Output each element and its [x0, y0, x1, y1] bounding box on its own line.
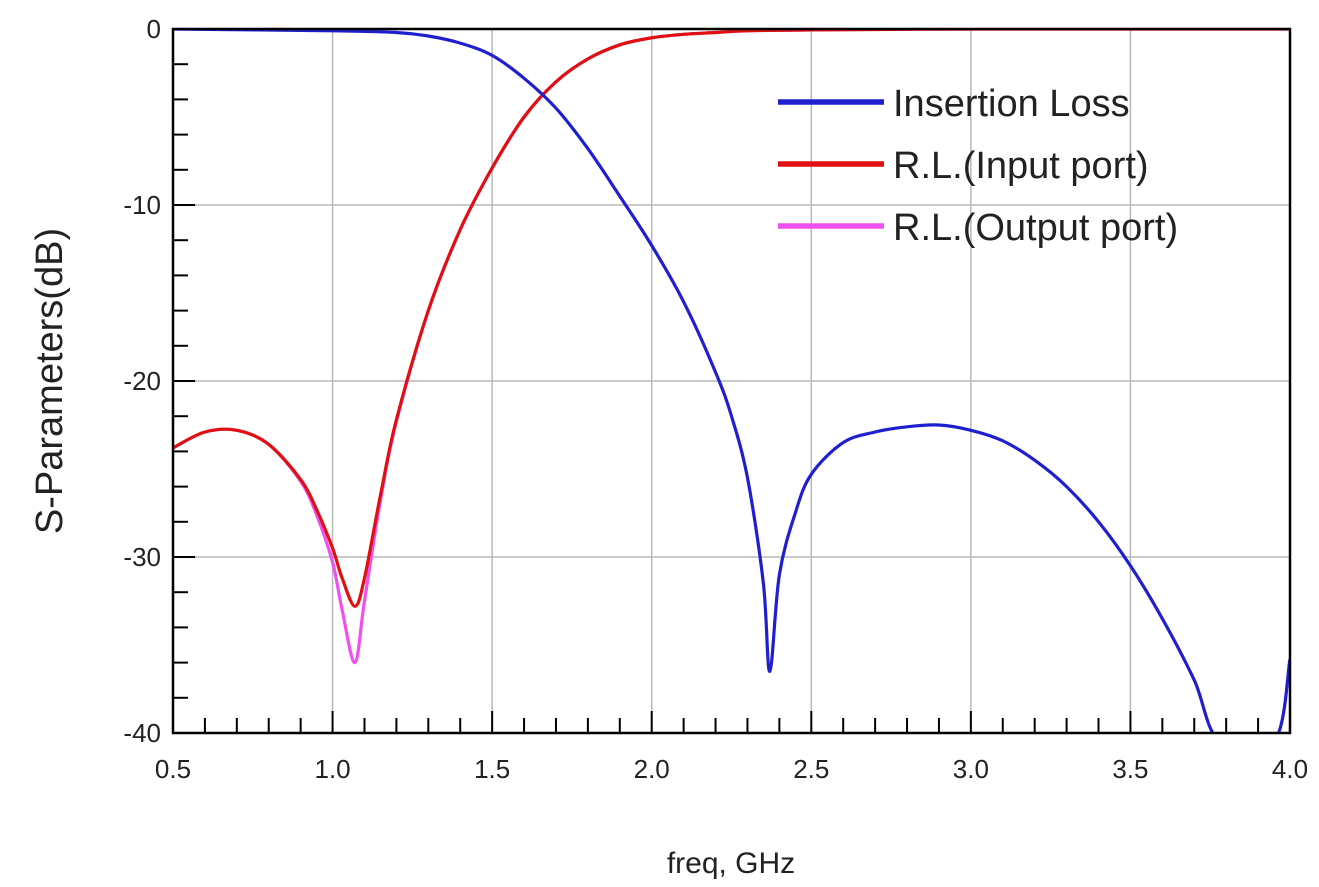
- x-tick-labels: 0.5 1.0 1.5 2.0 2.5 3.0 3.5 4.0: [155, 754, 1308, 784]
- x-tick-label: 3.5: [1112, 754, 1148, 784]
- legend-label: R.L.(Output port): [893, 207, 1178, 249]
- y-tick-label: 0: [147, 14, 161, 44]
- plot-frame: [171, 27, 1292, 735]
- legend-label: Insertion Loss: [893, 83, 1130, 125]
- data-series: [173, 29, 1290, 733]
- series-line-insertion-loss: [173, 29, 1290, 733]
- y-tick-labels: 0 -10 -20 -30 -40: [123, 14, 161, 748]
- x-tick-label: 0.5: [155, 754, 191, 784]
- x-tick-label: 2.5: [793, 754, 829, 784]
- grid-lines: [173, 29, 1290, 733]
- y-tick-label: -40: [123, 718, 161, 748]
- x-tick-label: 4.0: [1272, 754, 1308, 784]
- x-tick-label: 2.0: [634, 754, 670, 784]
- x-tick-label: 1.5: [474, 754, 510, 784]
- y-tick-label: -30: [123, 542, 161, 572]
- x-tick-label: 3.0: [953, 754, 989, 784]
- y-axis-title: S-Parameters(dB): [29, 228, 71, 534]
- x-axis-title: freq, GHz: [667, 847, 795, 880]
- legend: Insertion Loss R.L.(Input port) R.L.(Outpu…: [778, 83, 1178, 249]
- axis-ticks: [172, 28, 1291, 734]
- legend-label: R.L.(Input port): [893, 145, 1149, 187]
- y-tick-label: -20: [123, 366, 161, 396]
- y-tick-label: -10: [123, 190, 161, 220]
- x-tick-label: 1.0: [314, 754, 350, 784]
